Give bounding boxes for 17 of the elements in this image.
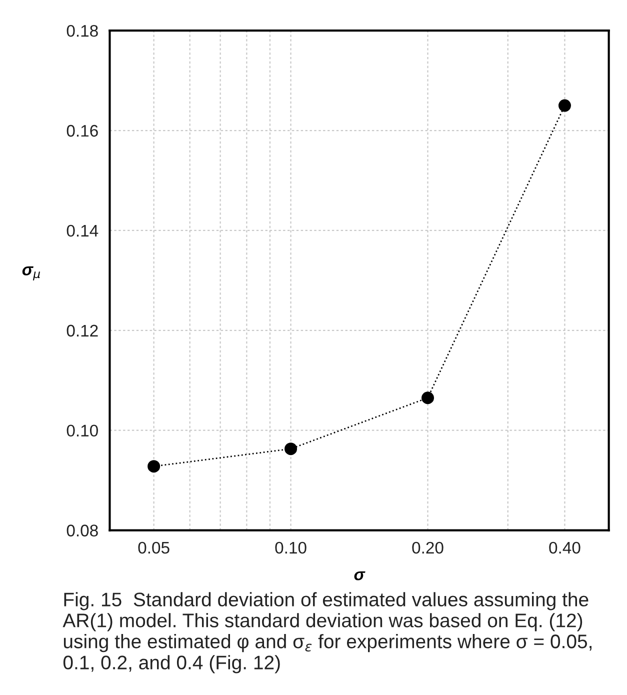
y-tick-label: 0.12 xyxy=(66,324,98,337)
point xyxy=(284,442,298,456)
x-tick-label: 0.40 xyxy=(549,542,580,554)
x-axis-title: σ xyxy=(354,571,366,580)
point xyxy=(422,392,434,404)
y-axis-title: σ$_{μ}$ xyxy=(22,266,40,280)
point xyxy=(148,460,160,473)
y-tick-label: 0.16 xyxy=(66,124,98,137)
y-tick-label: 0.08 xyxy=(66,524,98,536)
y-tick-label: 0.18 xyxy=(66,24,98,37)
x-tick-label: 0.20 xyxy=(412,542,444,554)
y-tick-label: 0.10 xyxy=(66,424,98,437)
x-tick-label: 0.10 xyxy=(275,542,306,554)
text: Fig. 15 Standard deviation of estimated values assuming the AR(1) model. This standard deviation was based on Eq. (12) using the estimated φ and σ$_{ε}$ for experiments where σ = 0.05, 0.1, 0.2, and 0.4 (Fig. 12) xyxy=(62,592,592,674)
x-tick-label: 0.05 xyxy=(138,542,170,554)
y-tick-label: 0.14 xyxy=(66,224,98,237)
point xyxy=(558,99,571,112)
